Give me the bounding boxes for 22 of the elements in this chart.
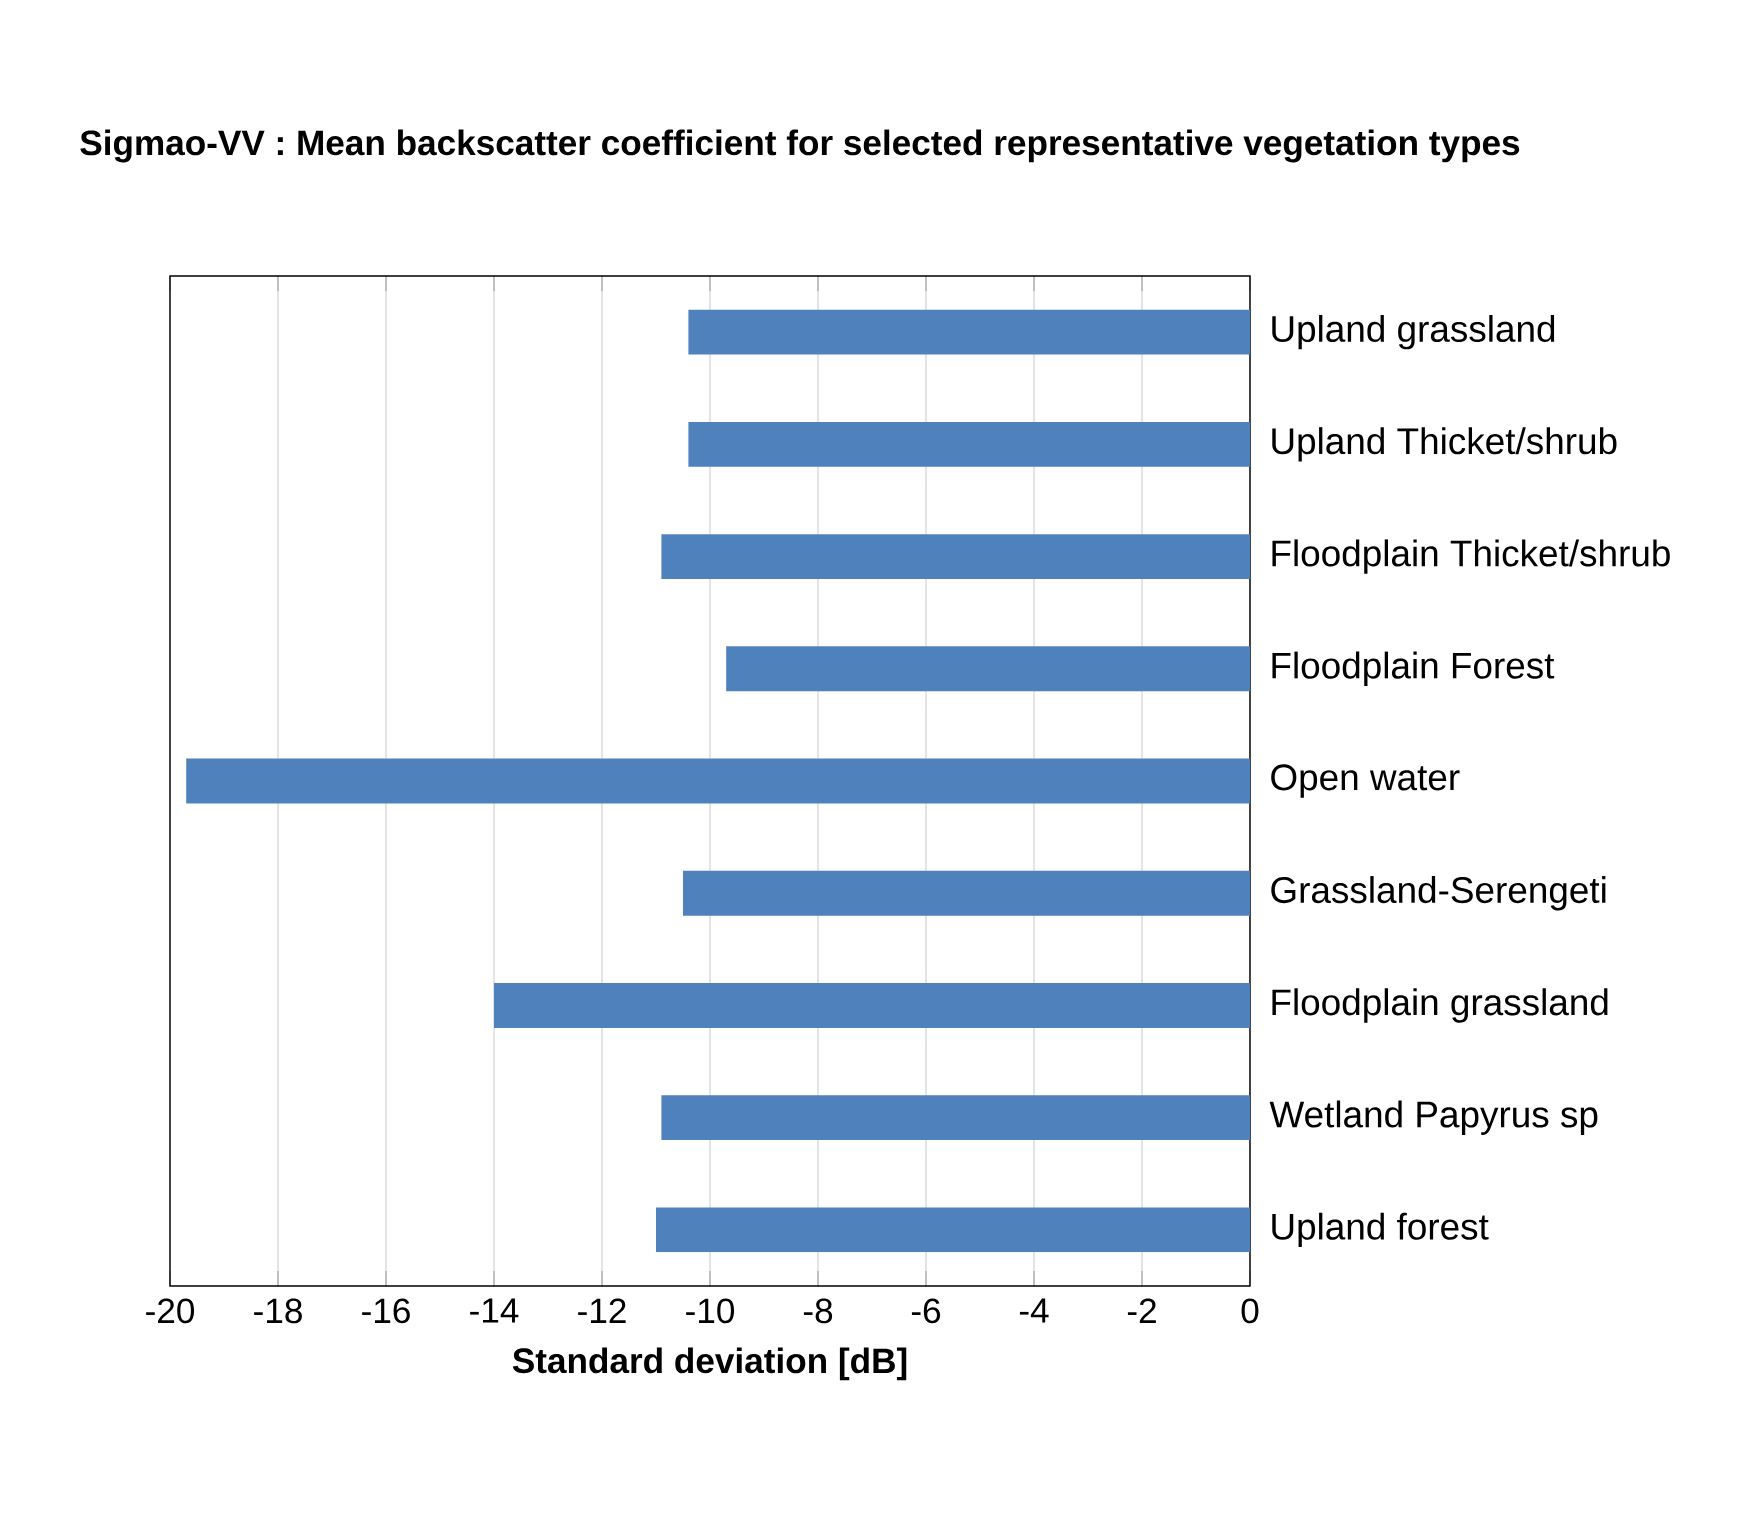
x-tick-label: -12 [578,1298,626,1323]
x-tick-label: -2 [1127,1298,1156,1323]
y-tick-label: Grassland-Serengeti [1271,876,1606,911]
y-tick-label: Floodplain grassland [1272,988,1608,1023]
y-tick-label: Upland Thicket/shrub [1272,427,1617,462]
x-tick-label: -6 [911,1298,941,1324]
x-tick-label: -4 [1019,1298,1049,1323]
y-tick-label: Wetland Papyrus sp [1269,1100,1598,1135]
y-tick-label: Upland grassland [1272,314,1555,350]
y-tick-label: Open water [1271,764,1460,798]
x-tick-label: -18 [254,1298,302,1324]
x-tick-label: -20 [146,1298,195,1324]
x-tick-label: -8 [803,1298,833,1324]
chart-title: Sigmao-VV : Mean backscatter coefficient for selected representative vegetation types [80,129,1520,163]
y-tick-label: Floodplain Thicket/shrub [1272,539,1670,574]
y-tick-label: Floodplain Forest [1272,651,1555,687]
x-tick-label: -16 [362,1298,410,1324]
x-tick-label: -10 [686,1298,735,1324]
x-axis-title: Standard deviation [dB] [512,1347,907,1381]
x-tick-label: 0 [1241,1298,1259,1324]
y-tick-label: Upland forest [1272,1212,1489,1248]
x-tick-label: -14 [470,1298,519,1323]
